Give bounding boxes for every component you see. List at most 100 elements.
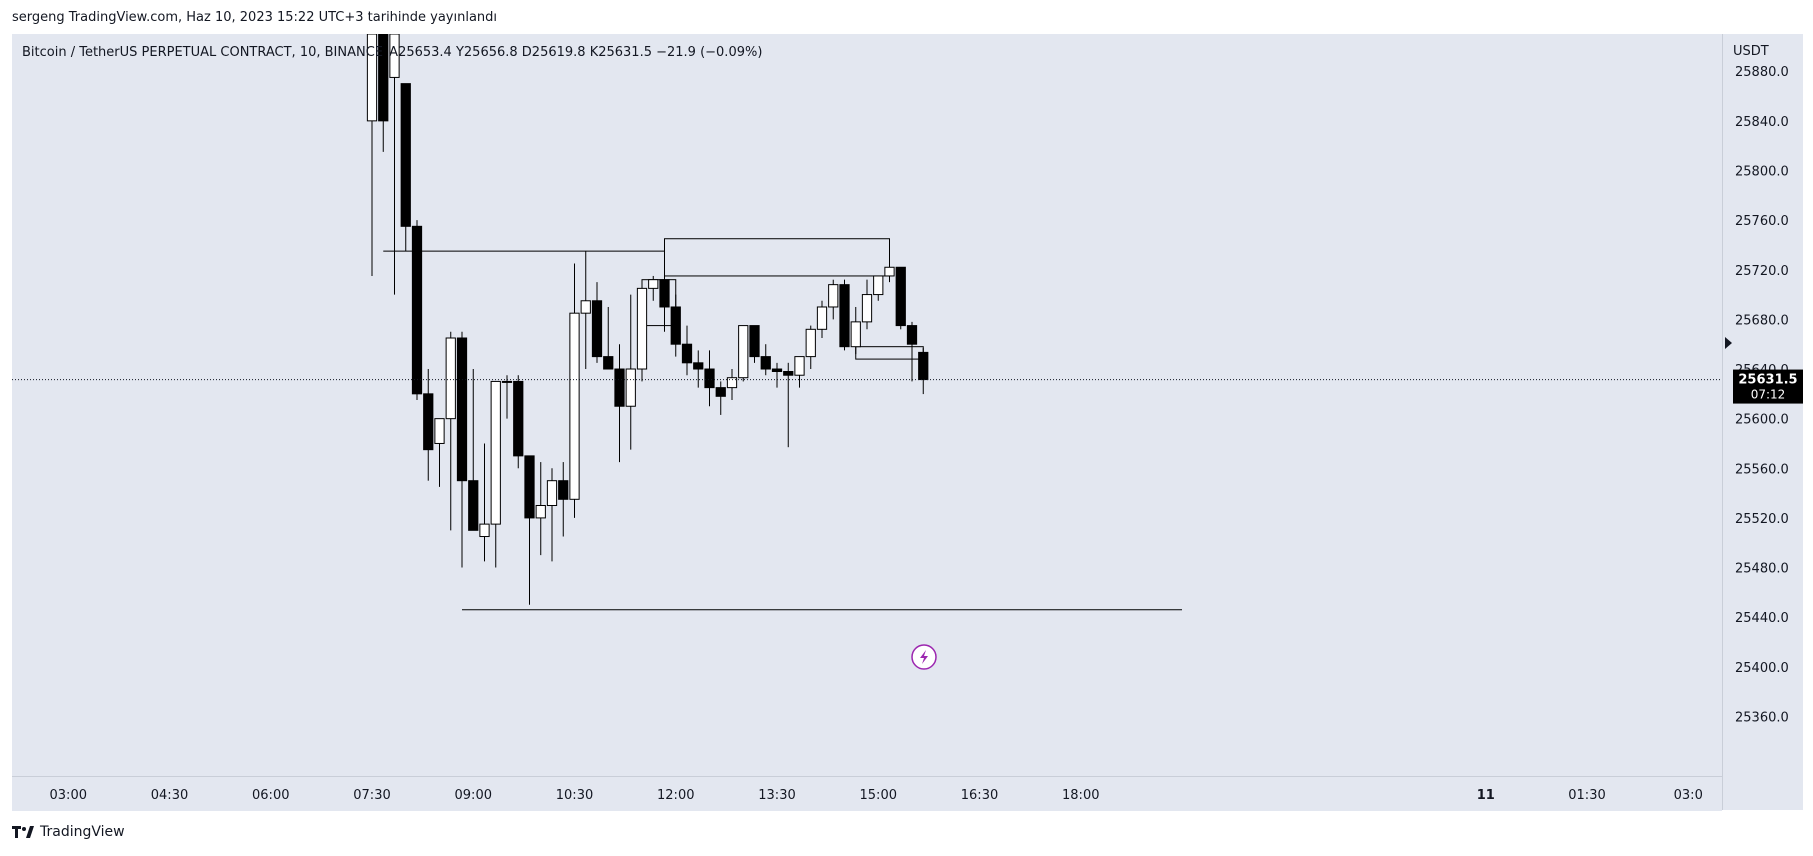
- candle: [681, 325, 693, 376]
- time-tick-label: 15:00: [860, 788, 897, 803]
- candle: [884, 263, 895, 283]
- time-tick-label: 03:00: [50, 788, 87, 803]
- candle: [524, 455, 535, 605]
- candle-body: [535, 505, 546, 519]
- candle-body: [715, 387, 726, 397]
- candle: [828, 279, 839, 320]
- candle-body: [490, 380, 501, 525]
- candle: [411, 220, 423, 401]
- candle-body: [389, 34, 400, 78]
- price-tick-label: 25560.0: [1735, 462, 1789, 477]
- candle: [378, 34, 389, 152]
- candle: [501, 375, 513, 419]
- time-tick-label: 09:00: [455, 788, 492, 803]
- candle-body: [411, 225, 423, 395]
- brand-name: TradingView: [40, 824, 125, 840]
- rectangle-drawing[interactable]: [664, 238, 890, 277]
- lightning-icon[interactable]: [911, 644, 937, 670]
- candle: [783, 362, 794, 448]
- price-tick-label: 25480.0: [1735, 562, 1789, 577]
- candle-body: [591, 300, 603, 358]
- candle: [648, 275, 659, 301]
- time-tick-label: 03:0: [1674, 788, 1703, 803]
- candle: [895, 266, 906, 330]
- candle-body: [895, 266, 906, 327]
- candle-body: [513, 380, 524, 457]
- candle: [389, 34, 400, 295]
- candle: [400, 83, 411, 252]
- candle-body: [828, 284, 839, 308]
- price-tick-label: 25600.0: [1735, 413, 1789, 428]
- candle-body: [771, 368, 783, 372]
- price-tick-label: 25800.0: [1735, 164, 1789, 179]
- candle: [603, 306, 614, 370]
- candle-body: [681, 343, 693, 364]
- price-tick-label: 25360.0: [1735, 710, 1789, 725]
- symbol-legend[interactable]: Bitcoin / TetherUS PERPETUAL CONTRACT, 1…: [22, 45, 762, 60]
- candle: [591, 282, 603, 363]
- candle: [873, 275, 884, 301]
- candle: [569, 263, 580, 518]
- price-tick-label: 25840.0: [1735, 115, 1789, 130]
- time-tick-label: 11: [1477, 788, 1495, 803]
- candle: [456, 331, 468, 568]
- chart-pane[interactable]: [12, 34, 1722, 776]
- candle-body: [546, 480, 558, 507]
- candle-body: [816, 306, 828, 330]
- candle: [366, 34, 378, 276]
- time-tick-label: 10:30: [556, 788, 593, 803]
- candle-body: [783, 370, 794, 376]
- candle-body: [603, 356, 614, 370]
- candle: [850, 306, 861, 355]
- candle: [636, 287, 648, 382]
- footer-brand[interactable]: TradingView: [12, 824, 125, 840]
- price-axis[interactable]: USDT 25880.0 25840.0 25800.0 25760.0 25720.0…: [1722, 34, 1803, 810]
- candle-body: [423, 393, 434, 451]
- candle: [479, 443, 490, 562]
- price-tick-label: 25440.0: [1735, 611, 1789, 626]
- candle: [816, 300, 828, 338]
- candle: [738, 325, 749, 382]
- candle-body: [378, 34, 389, 122]
- time-tick-label: 01:30: [1568, 788, 1605, 803]
- time-axis[interactable]: 03:00 04:30 06:00 07:30 09:00 10:30 12:00 13:30…: [12, 776, 1722, 811]
- candle-body: [670, 306, 681, 345]
- candle: [546, 468, 558, 562]
- candle-body: [760, 356, 771, 370]
- play-triangle-icon: [1725, 337, 1732, 349]
- candle-body: [366, 34, 378, 122]
- candle-body: [749, 325, 760, 358]
- price-tick-label: 25400.0: [1735, 661, 1789, 676]
- candle: [693, 350, 704, 388]
- candle-body: [456, 337, 468, 482]
- time-tick-label: 06:00: [252, 788, 289, 803]
- candle-body: [839, 284, 850, 348]
- candle: [445, 331, 456, 531]
- chart-svg: [12, 34, 1722, 670]
- candle-body: [625, 368, 636, 407]
- candle-body: [906, 325, 918, 345]
- candle-body: [861, 294, 873, 323]
- tradingview-logo-icon: [12, 826, 34, 838]
- candle: [726, 369, 738, 401]
- candle-layer: [366, 34, 929, 605]
- candle: [468, 369, 479, 531]
- last-price-tag: 25631.5 07:12: [1733, 369, 1803, 404]
- candle-body: [445, 337, 456, 420]
- candle-body: [434, 418, 445, 444]
- time-tick-label: 16:30: [961, 788, 998, 803]
- price-tick-label: 25680.0: [1735, 313, 1789, 328]
- candle-body: [558, 480, 569, 500]
- time-tick-label: 18:00: [1062, 788, 1099, 803]
- candle-body: [805, 328, 816, 358]
- candle: [513, 375, 524, 469]
- last-price-value: 25631.5: [1738, 373, 1797, 388]
- price-tick-label: 25880.0: [1735, 65, 1789, 80]
- rectangle-drawing[interactable]: [855, 346, 924, 360]
- candle-body: [726, 377, 738, 389]
- candle-body: [850, 321, 861, 348]
- countdown-timer: 07:12: [1751, 388, 1786, 402]
- candle-body: [648, 279, 659, 289]
- candle: [535, 462, 546, 556]
- time-tick-label: 07:30: [353, 788, 390, 803]
